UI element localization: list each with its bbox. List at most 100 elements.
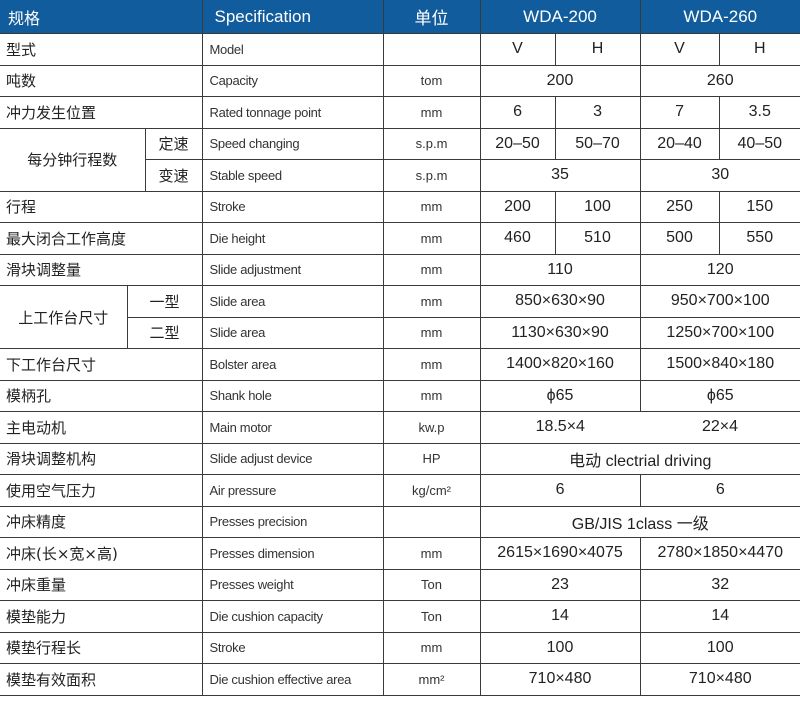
value-cell: 电动 clectrial driving <box>479 442 800 475</box>
unit-label: HP <box>382 442 481 475</box>
table-row: 最大闭合工作高度 Die height mm 460 510 500 550 <box>0 222 800 255</box>
value-cell: 3.5 <box>718 96 800 129</box>
table-row: 上工作台尺寸 一型 Slide area mm 850×630×90 950×700×10… <box>0 285 800 349</box>
row-label: 下工作台尺寸 <box>0 348 203 381</box>
sub-label: 二型 <box>127 316 203 349</box>
value-cell: 1500×840×180 <box>639 348 800 381</box>
row-label: 主电动机 <box>0 411 203 444</box>
value-cell: 100 <box>479 631 641 664</box>
table-row: 型式 Model V H V H <box>0 33 800 66</box>
value-cell: 150 <box>718 190 800 223</box>
table-row: 每分钟行程数 定速 Speed changing s.p.m 20–50 50–70 20–… <box>0 127 800 192</box>
sub-label: 变速 <box>145 159 203 192</box>
value-cell: 500 <box>639 222 720 255</box>
value-cell: 1400×820×160 <box>479 348 641 381</box>
value-cell: 6 <box>479 96 556 129</box>
spec-label: Presses dimension <box>201 537 384 570</box>
sub-label: 一型 <box>126 285 203 318</box>
row-label: 行程 <box>0 190 203 223</box>
spec-label: Die cushion capacity <box>201 600 384 633</box>
value-cell: 250 <box>639 190 720 223</box>
value-cell: 22×4 <box>640 411 800 444</box>
value-cell: 460 <box>479 222 556 255</box>
value-cell: 100 <box>554 190 641 223</box>
value-cell: 14 <box>479 600 641 633</box>
unit-label: mm <box>382 537 481 570</box>
value-cell: 3 <box>554 96 641 129</box>
value-cell: 120 <box>639 253 800 286</box>
header-model-wda200: WDA-200 <box>479 0 641 34</box>
row-label: 使用空气压力 <box>0 474 203 507</box>
unit-label: mm <box>382 316 481 349</box>
spec-label: Die height <box>201 222 384 255</box>
group-label: 每分钟行程数 <box>0 127 146 192</box>
unit-label: kw.p <box>382 411 481 444</box>
row-label: 型式 <box>0 33 203 66</box>
value-cell: 6 <box>639 474 800 507</box>
spec-label: Presses precision <box>201 505 384 538</box>
row-label: 冲床(长×宽×高) <box>0 537 203 570</box>
spec-label: Stroke <box>201 631 384 664</box>
spec-label: Shank hole <box>201 379 384 412</box>
table-row: 模垫有效面积 Die cushion effective area mm² 710×4… <box>0 663 800 696</box>
value-cell: 30 <box>639 159 800 192</box>
unit-label: s.p.m <box>382 127 481 160</box>
row-label: 模垫行程长 <box>0 631 203 664</box>
unit-label: tom <box>382 64 481 97</box>
header-unit: 单位 <box>382 0 481 34</box>
unit-label: mm <box>382 285 481 318</box>
header-label: 规格 <box>0 0 203 34</box>
header-model-wda260: WDA-260 <box>639 0 800 34</box>
table-row: 模柄孔 Shank hole mm ϕ65 ϕ65 <box>0 379 800 412</box>
value-cell: 6 <box>479 474 641 507</box>
spec-label: Stable speed <box>201 159 384 192</box>
spec-label: Die cushion effective area <box>201 663 384 696</box>
unit-label: Ton <box>382 568 481 601</box>
row-label: 模柄孔 <box>0 379 203 412</box>
unit-label: kg/cm² <box>382 474 481 507</box>
unit-label: mm <box>382 379 481 412</box>
row-label: 滑块调整量 <box>0 253 203 286</box>
value-cell: 40–50 <box>718 127 800 160</box>
unit-label: mm <box>382 222 481 255</box>
value-cell: 1250×700×100 <box>639 316 800 349</box>
value-cell: 110 <box>479 253 641 286</box>
unit-label: mm² <box>382 663 481 696</box>
spec-label: Slide area <box>201 316 384 349</box>
table-row: 模垫行程长 Stroke mm 100 100 <box>0 631 800 664</box>
table-row: 二型 Slide area mm 1130×630×90 1250×700×100 <box>0 316 800 349</box>
unit-label <box>382 33 481 66</box>
value-cell: V <box>639 33 720 66</box>
value-cell: 550 <box>718 222 800 255</box>
row-label: 冲力发生位置 <box>0 96 203 129</box>
value-cell: 1130×630×90 <box>479 316 641 349</box>
spec-label: Stroke <box>201 190 384 223</box>
table-row: 冲床精度 Presses precision GB/JIS 1class 一级 <box>0 505 800 538</box>
spec-label: Air pressure <box>201 474 384 507</box>
table-row: 冲床(长×宽×高) Presses dimension mm 2615×1690×40… <box>0 537 800 570</box>
unit-label: mm <box>382 253 481 286</box>
value-cell: 850×630×90 <box>479 285 641 318</box>
row-label: 吨数 <box>0 64 203 97</box>
spec-label: Speed changing <box>201 127 384 160</box>
table-row: 模垫能力 Die cushion capacity Ton 14 14 <box>0 600 800 633</box>
value-cell: H <box>718 33 800 66</box>
row-label: 模垫有效面积 <box>0 663 203 696</box>
unit-label: s.p.m <box>382 159 481 192</box>
value-cell: 20–40 <box>639 127 720 160</box>
row-label: 滑块调整机构 <box>0 442 203 475</box>
value-cell: 18.5×4 <box>479 411 641 444</box>
spec-label: Slide area <box>201 285 384 318</box>
row-label: 冲床精度 <box>0 505 203 538</box>
table-row: 冲床重量 Presses weight Ton 23 32 <box>0 568 800 601</box>
table-row: 使用空气压力 Air pressure kg/cm² 6 6 <box>0 474 800 507</box>
value-cell: 50–70 <box>554 127 641 160</box>
unit-label: Ton <box>382 600 481 633</box>
group-label: 上工作台尺寸 <box>0 285 128 349</box>
unit-label: mm <box>382 190 481 223</box>
spec-label: Slide adjustment <box>201 253 384 286</box>
value-cell: 35 <box>479 159 641 192</box>
unit-label: mm <box>382 348 481 381</box>
value-cell: ϕ65 <box>639 379 800 412</box>
spec-label: Rated tonnage point <box>201 96 384 129</box>
